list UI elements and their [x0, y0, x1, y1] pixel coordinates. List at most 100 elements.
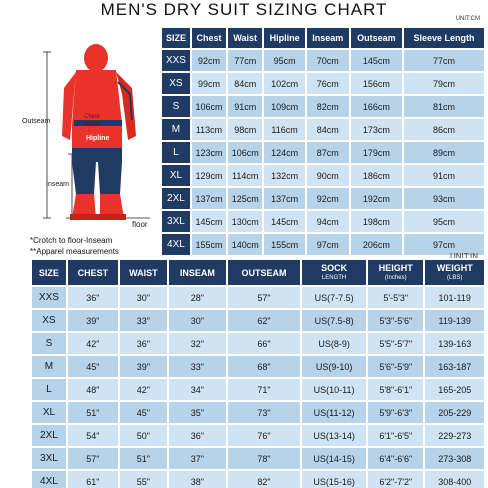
table-cell: 39": [119, 356, 167, 377]
table-cell: 92cm: [191, 50, 227, 71]
unit-cm-label: UNIT:CM: [455, 16, 480, 22]
size-cell: XS: [162, 73, 190, 94]
table-cell: 205-229: [425, 402, 484, 423]
table-cell: 79cm: [404, 73, 484, 94]
table-cell: 36": [67, 287, 118, 308]
table-cell: 93cm: [404, 188, 484, 209]
header-sublabel: LENGTH: [321, 274, 347, 281]
table-row: XXS 92cm 77cm 95cm 70cm 145cm 77cm: [162, 50, 484, 71]
table-cell: 186cm: [350, 165, 403, 186]
table-row: XXS 36" 30" 28" 57" US(7-7.5) 5'-5'3" 101-119: [32, 287, 484, 308]
size-cell: 2XL: [162, 188, 190, 209]
table-cell: US(14-15): [302, 448, 367, 469]
header-sublabel: (Inches): [384, 274, 407, 281]
table-cell: 113cm: [191, 119, 227, 140]
table-cell: 198cm: [350, 211, 403, 232]
label-hipline: Hipline: [86, 135, 110, 142]
table-cell: 92cm: [306, 188, 349, 209]
table-cell: 155cm: [191, 234, 227, 255]
inch-col-header: INSEAM: [168, 260, 226, 285]
size-cell: M: [32, 356, 66, 377]
table-cell: 62": [227, 310, 301, 331]
table-cell: US(15-16): [302, 471, 367, 488]
size-cell: 4XL: [32, 471, 66, 488]
table-cell: 165-205: [425, 379, 484, 400]
table-cell: 166cm: [350, 96, 403, 117]
cm-col-sleeve: Sleeve Length: [404, 28, 484, 48]
inch-table-body: XXS 36" 30" 28" 57" US(7-7.5) 5'-5'3" 101-119 XS…: [32, 287, 484, 488]
cm-size-table: SIZE Chest Waist Hipline Inseam Outseam …: [160, 26, 486, 257]
table-cell: 42": [119, 379, 167, 400]
table-row: L 123cm 106cm 124cm 87cm 179cm 89cm: [162, 142, 484, 163]
table-cell: 119-139: [425, 310, 484, 331]
cm-table-body: XXS 92cm 77cm 95cm 70cm 145cm 77cm XS 99cm 84cm 10…: [162, 50, 484, 255]
size-cell: 3XL: [32, 448, 66, 469]
table-cell: 36": [168, 425, 226, 446]
table-cell: 45": [67, 356, 118, 377]
table-cell: 95cm: [264, 50, 305, 71]
table-row: M 45" 39" 33" 68" US(9-10) 5'6"-5'9" 163-187: [32, 356, 484, 377]
table-row: XS 99cm 84cm 102cm 76cm 156cm 79cm: [162, 73, 484, 94]
table-row: XS 39" 33" 30" 62" US(7.5-8) 5'3"-5'6" 119-139: [32, 310, 484, 331]
table-cell: 130cm: [228, 211, 263, 232]
table-row: XL 51" 45" 35" 73" US(11-12) 5'9"-6'3" 205-229: [32, 402, 484, 423]
table-cell: 30": [119, 287, 167, 308]
table-cell: 102cm: [264, 73, 305, 94]
size-cell: XXS: [32, 287, 66, 308]
table-cell: 5'8"-6'1": [368, 379, 424, 400]
size-cell: L: [162, 142, 190, 163]
cm-col-size: SIZE: [162, 28, 190, 48]
table-row: L 48" 42" 34" 71" US(10-11) 5'8"-6'1" 165-205: [32, 379, 484, 400]
table-cell: 91cm: [404, 165, 484, 186]
table-cell: 273-308: [425, 448, 484, 469]
table-cell: 94cm: [306, 211, 349, 232]
table-cell: 81cm: [404, 96, 484, 117]
table-cell: 6'2"-7'2": [368, 471, 424, 488]
table-cell: 70cm: [306, 50, 349, 71]
table-cell: 45": [119, 402, 167, 423]
inch-col-header: SIZE: [32, 260, 66, 285]
inch-col-header: CHEST: [67, 260, 118, 285]
chart-title: MEN'S DRY SUIT SIZING CHART: [100, 0, 388, 19]
size-cell: S: [32, 333, 66, 354]
inch-header-row: SIZE CHEST WAIST INSEAM OUTSEAM SOCK LENGTH HEI…: [32, 260, 484, 285]
table-cell: 33": [119, 310, 167, 331]
table-cell: 97cm: [306, 234, 349, 255]
table-cell: 106cm: [191, 96, 227, 117]
table-cell: 38": [168, 471, 226, 488]
header-label: WAIST: [129, 267, 158, 278]
table-cell: 87cm: [306, 142, 349, 163]
table-cell: 76cm: [306, 73, 349, 94]
size-cell: 4XL: [162, 234, 190, 255]
table-cell: 35": [168, 402, 226, 423]
table-cell: US(7-7.5): [302, 287, 367, 308]
measurement-notes: *Crotch to floor-Inseam **Apparel measur…: [30, 235, 119, 257]
cm-col-outseam: Outseam: [350, 28, 403, 48]
table-cell: 156cm: [350, 73, 403, 94]
table-cell: 124cm: [264, 142, 305, 163]
table-cell: 54": [67, 425, 118, 446]
table-cell: 77cm: [228, 50, 263, 71]
table-cell: 89cm: [404, 142, 484, 163]
table-cell: 6'4"-6'6": [368, 448, 424, 469]
size-cell: XL: [162, 165, 190, 186]
table-cell: 51": [67, 402, 118, 423]
note-apparel: **Apparel measurements: [30, 247, 119, 256]
table-cell: 78": [227, 448, 301, 469]
table-cell: 61": [67, 471, 118, 488]
header-label: OUTSEAM: [241, 267, 287, 278]
table-cell: 51": [119, 448, 167, 469]
inch-col-header: WAIST: [119, 260, 167, 285]
table-cell: 5'9"-6'3": [368, 402, 424, 423]
cm-col-waist: Waist: [228, 28, 263, 48]
table-cell: 71": [227, 379, 301, 400]
table-cell: US(10-11): [302, 379, 367, 400]
table-row: 2XL 137cm 125cm 137cm 92cm 192cm 93cm: [162, 188, 484, 209]
table-cell: 76": [227, 425, 301, 446]
table-row: M 113cm 98cm 116cm 84cm 173cm 86cm: [162, 119, 484, 140]
table-cell: 33": [168, 356, 226, 377]
table-cell: 308-400: [425, 471, 484, 488]
inch-col-header: WEIGHT (LBS): [425, 260, 484, 285]
table-cell: 95cm: [404, 211, 484, 232]
header-sublabel: (LBS): [447, 274, 463, 281]
